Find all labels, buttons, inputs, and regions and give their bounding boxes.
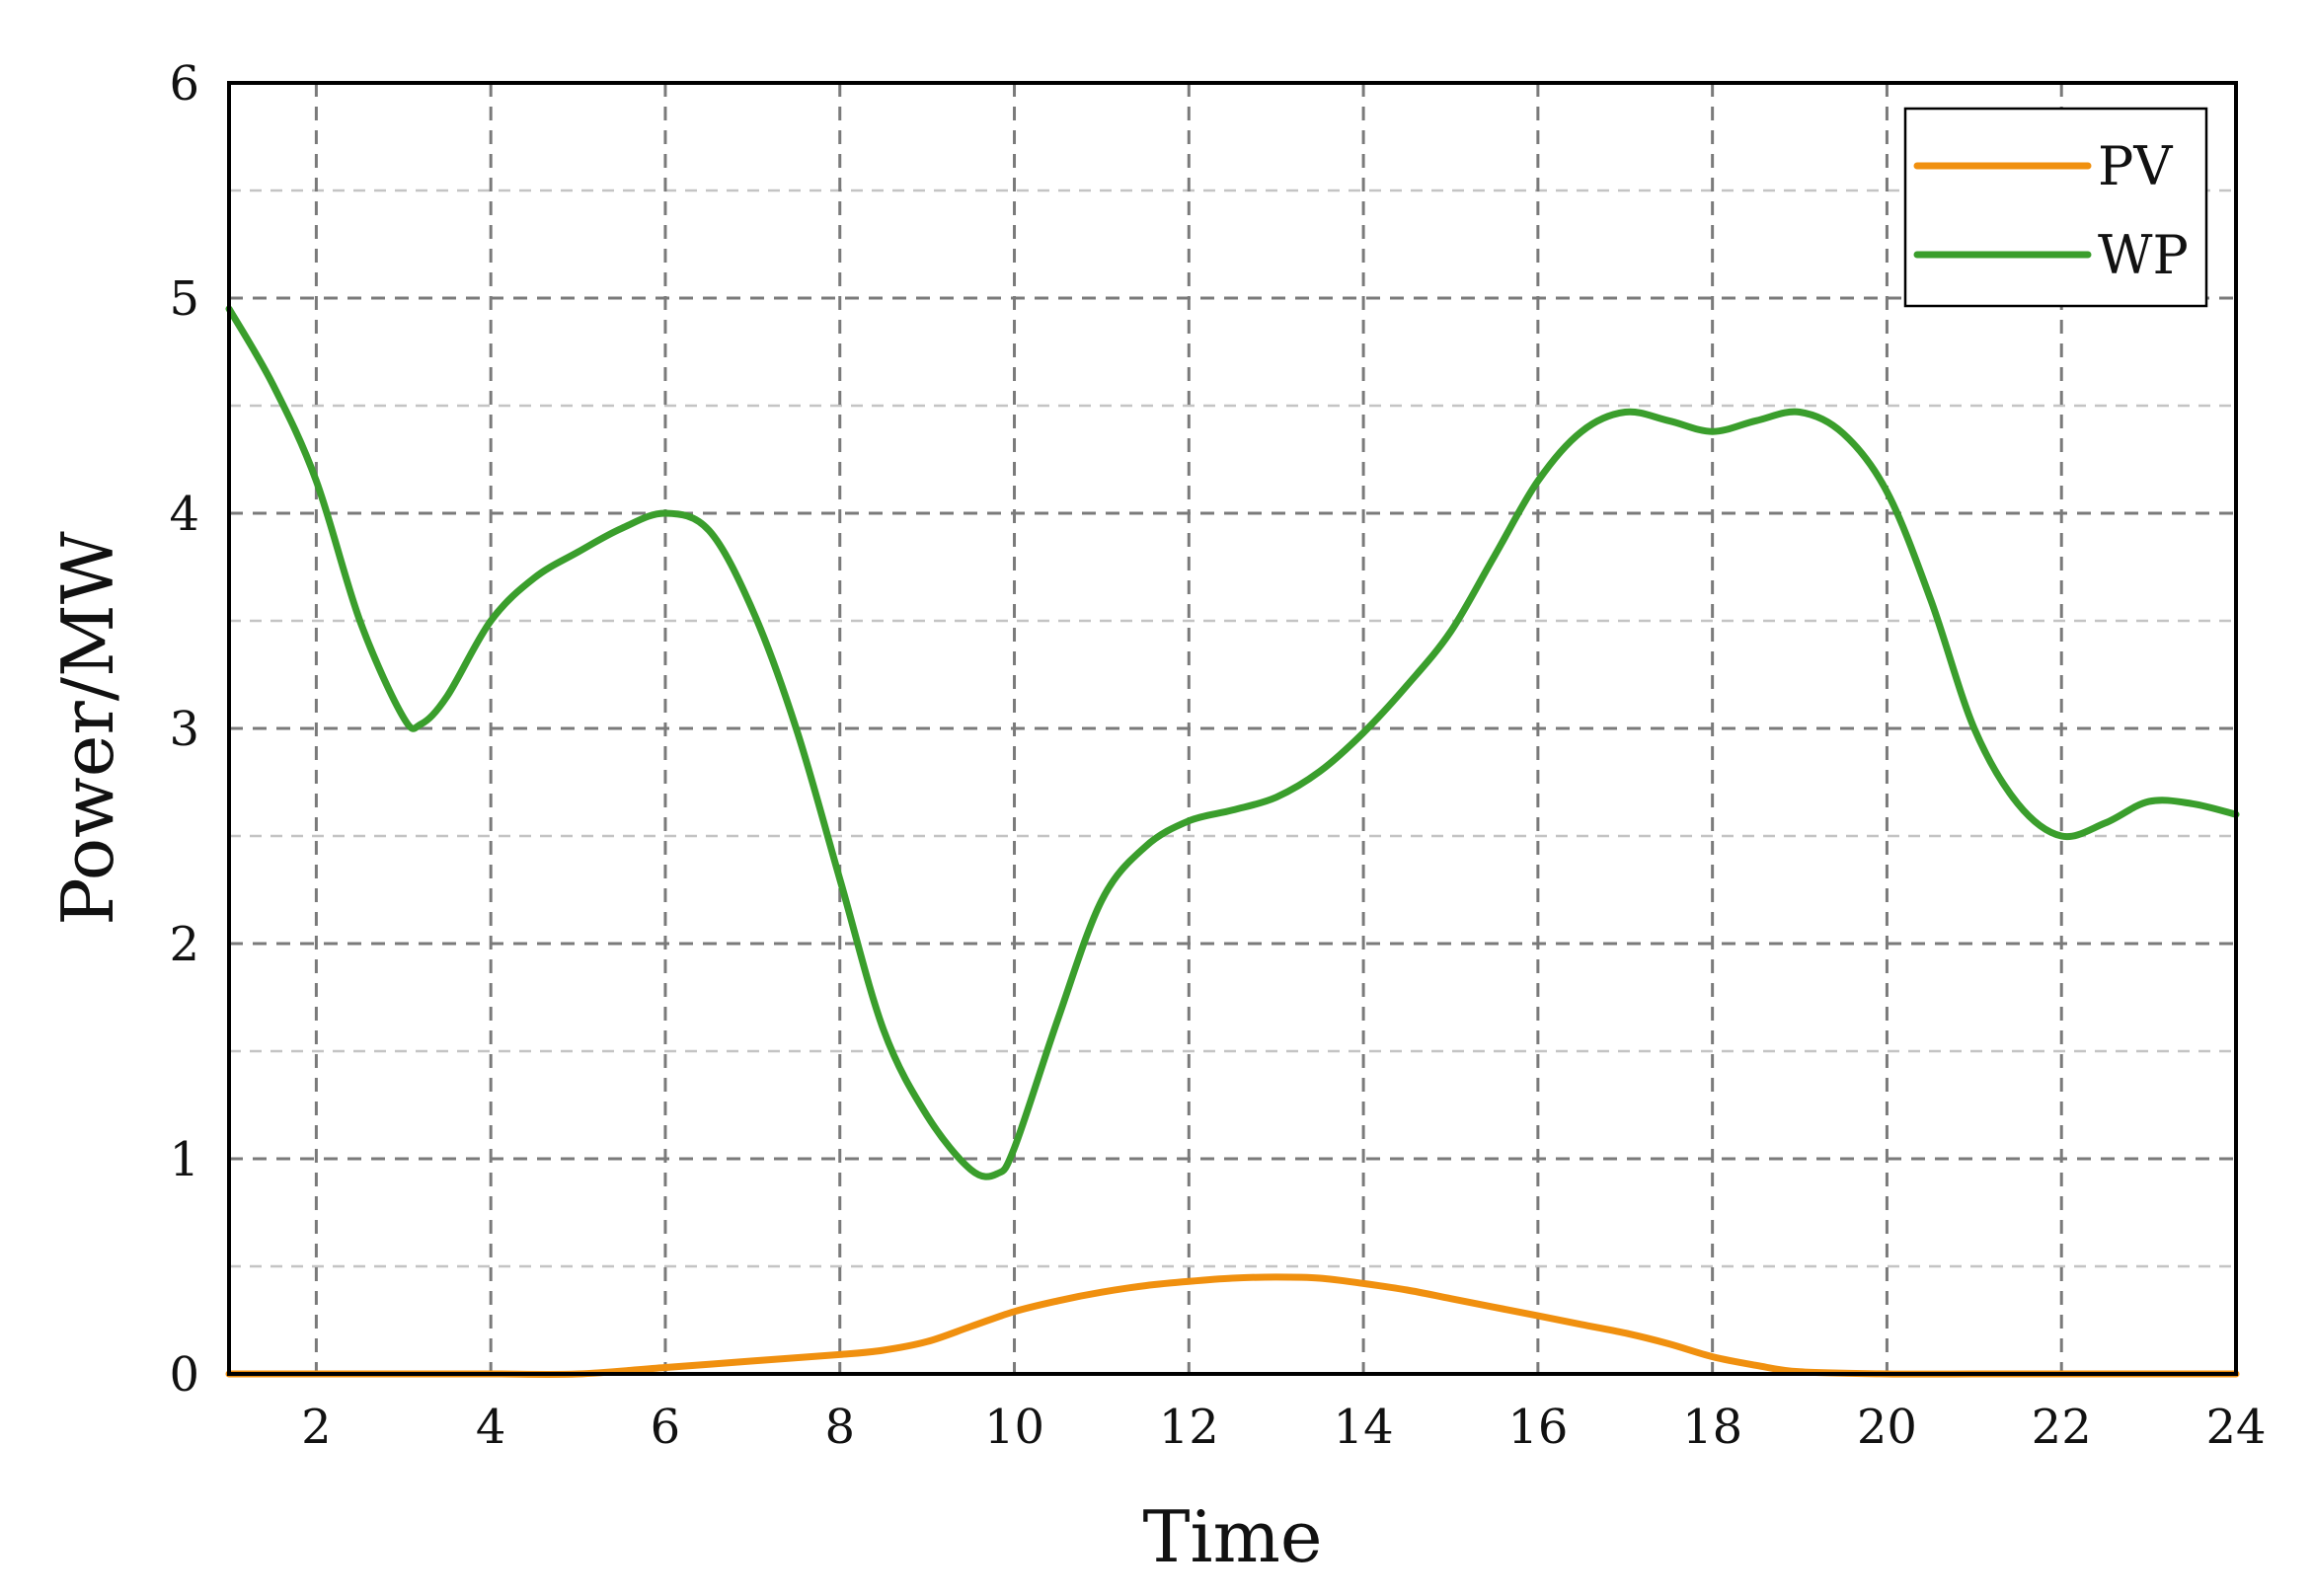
x-tick-label: 12 — [1159, 1400, 1219, 1455]
y-tick-label: 6 — [169, 56, 199, 112]
legend: PV WP — [1903, 107, 2208, 308]
y-tick-label: 4 — [169, 487, 199, 542]
x-tick-label: 18 — [1682, 1400, 1742, 1455]
x-tick-label: 24 — [2205, 1400, 2266, 1455]
x-tick-label: 22 — [2032, 1400, 2092, 1455]
y-tick-label: 2 — [169, 917, 199, 972]
x-tick-label: 20 — [1857, 1400, 1917, 1455]
y-axis-title: Power/MW — [46, 531, 129, 926]
plot-frame — [227, 81, 2238, 1376]
y-tick-label: 3 — [169, 702, 199, 757]
x-tick-label: 10 — [984, 1400, 1044, 1455]
x-axis-ticks: 2 4 6 8 10 12 14 16 18 20 22 24 — [301, 1400, 2266, 1455]
series-line-wp — [225, 305, 2240, 1180]
series-line-pv — [225, 1273, 2240, 1378]
x-tick-label: 14 — [1334, 1400, 1394, 1455]
y-tick-label: 1 — [169, 1132, 199, 1187]
x-tick-label: 2 — [301, 1400, 332, 1455]
legend-label-wp: WP — [2098, 224, 2189, 286]
y-axis-ticks: 0 1 2 3 4 5 6 — [169, 56, 199, 1403]
series-lines — [225, 305, 2240, 1378]
x-tick-label: 4 — [476, 1400, 506, 1455]
x-tick-label: 16 — [1507, 1400, 1568, 1455]
x-tick-label: 8 — [824, 1400, 855, 1455]
x-axis-title: Time — [1143, 1495, 1323, 1578]
y-tick-label: 0 — [169, 1347, 199, 1403]
x-tick-label: 6 — [651, 1400, 681, 1455]
legend-label-pv: PV — [2098, 135, 2173, 197]
legend-box — [1903, 107, 2208, 308]
y-tick-label: 5 — [169, 271, 199, 327]
